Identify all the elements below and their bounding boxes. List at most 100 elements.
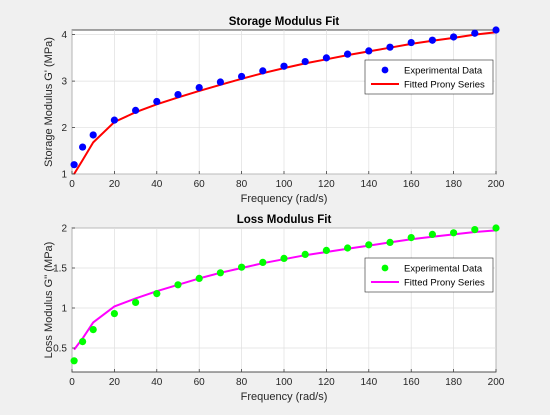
data-point-experimental (492, 26, 500, 34)
legend-box (364, 257, 494, 293)
data-point-experimental (492, 224, 500, 232)
x-axis-label: Frequency (rad/s) (241, 391, 328, 403)
data-point-experimental (407, 38, 415, 47)
x-tick-label: 200 (488, 179, 505, 190)
y-tick-label: 1 (61, 304, 67, 315)
series-line-fitted-prony (73, 229, 497, 351)
x-axis-label: Frequency (rad/s) (241, 193, 328, 205)
x-tick-label: 120 (318, 377, 335, 388)
data-point-experimental (153, 290, 161, 298)
data-point-experimental (110, 310, 118, 318)
x-tick-label: 200 (488, 377, 505, 388)
data-point-experimental (216, 78, 224, 86)
legend: Experimental Data Fitted Prony Series (364, 59, 494, 95)
y-ticks: 0.5 1 1.5 2 (53, 224, 75, 355)
data-point-experimental (280, 62, 288, 70)
x-tick-label: 60 (194, 179, 206, 190)
data-point-experimental (195, 84, 203, 92)
loss-modulus-subplot: 0 20 40 60 80 100 120 140 160 180 200 0.5 1 1.5 2 Los… (43, 214, 505, 403)
data-point-experimental (322, 246, 330, 254)
data-point-experimental (259, 258, 267, 266)
data-point-experimental (132, 106, 140, 114)
data-point-experimental (195, 274, 203, 282)
y-tick-label: 2 (61, 224, 67, 235)
x-tick-label: 100 (276, 377, 293, 388)
x-tick-label: 140 (360, 179, 377, 190)
data-point-experimental (322, 54, 330, 62)
data-point-experimental (386, 43, 394, 51)
series-marks (70, 26, 500, 175)
x-tick-label: 160 (403, 377, 420, 388)
data-point-experimental (450, 33, 458, 41)
chart-title: Storage Modulus Fit (229, 16, 340, 28)
data-point-experimental (365, 241, 373, 249)
data-point-experimental (344, 50, 352, 58)
series-marks (70, 224, 500, 365)
data-point-experimental (132, 298, 140, 306)
legend-label-fit: Fitted Prony Series (404, 80, 485, 91)
y-tick-label: 4 (61, 30, 67, 41)
x-ticks: 0 20 40 60 80 100 120 140 160 180 200 (69, 171, 505, 190)
y-tick-label: 0.5 (53, 344, 67, 355)
y-tick-label: 2 (61, 123, 67, 134)
series-line-fitted-prony (73, 31, 497, 175)
data-point-experimental (238, 72, 246, 81)
y-axis-label: Loss Modulus G'' (MPa) (43, 242, 55, 359)
data-point-experimental (259, 67, 267, 75)
data-point-experimental (110, 116, 118, 124)
x-tick-label: 60 (194, 377, 206, 388)
legend-label-experimental: Experimental Data (404, 264, 483, 275)
x-tick-label: 20 (109, 377, 121, 388)
legend-label-fit: Fitted Prony Series (404, 278, 485, 289)
x-tick-label: 80 (236, 377, 248, 388)
x-tick-label: 140 (360, 377, 377, 388)
data-point-experimental (471, 29, 479, 37)
x-tick-label: 120 (318, 179, 335, 190)
data-point-experimental (70, 161, 78, 169)
x-tick-label: 40 (151, 179, 163, 190)
legend-box (364, 59, 494, 95)
legend-label-experimental: Experimental Data (404, 66, 483, 77)
y-ticks: 1 2 3 4 (61, 30, 75, 181)
y-tick-label: 3 (61, 77, 67, 88)
data-point-experimental (301, 57, 309, 66)
x-tick-label: 40 (151, 377, 163, 388)
data-point-experimental (471, 226, 479, 234)
x-tick-label: 180 (445, 179, 462, 190)
x-tick-label: 0 (69, 377, 75, 388)
x-tick-label: 20 (109, 179, 121, 190)
data-point-experimental (301, 250, 309, 258)
data-point-experimental (174, 281, 182, 289)
data-point-experimental (407, 234, 415, 242)
legend-marker-experimental (381, 264, 389, 272)
data-point-experimental (386, 238, 394, 246)
x-tick-label: 100 (276, 179, 293, 190)
data-point-experimental (89, 131, 97, 139)
data-point-experimental (280, 254, 288, 262)
data-point-experimental (344, 244, 352, 252)
x-tick-label: 160 (403, 179, 420, 190)
data-point-experimental (70, 357, 78, 365)
x-tick-label: 80 (236, 179, 248, 190)
data-point-experimental (174, 90, 182, 99)
data-point-experimental (238, 263, 246, 271)
x-ticks: 0 20 40 60 80 100 120 140 160 180 200 (69, 369, 505, 388)
data-point-experimental (428, 230, 436, 238)
data-point-experimental (450, 229, 458, 237)
storage-modulus-subplot: 0 20 40 60 80 100 120 140 160 180 200 1 2 3 4 Storage… (43, 16, 505, 205)
legend-marker-experimental (381, 66, 389, 74)
data-point-experimental (216, 269, 224, 277)
data-point-experimental (79, 143, 87, 151)
x-tick-label: 180 (445, 377, 462, 388)
data-point-experimental (79, 338, 87, 346)
x-tick-label: 0 (69, 179, 75, 190)
data-point-experimental (89, 326, 97, 334)
data-point-experimental (153, 97, 161, 106)
data-point-experimental (365, 47, 373, 55)
chart-title: Loss Modulus Fit (237, 214, 332, 226)
legend: Experimental Data Fitted Prony Series (364, 257, 494, 293)
data-point-experimental (428, 36, 436, 44)
y-axis-label: Storage Modulus G' (MPa) (43, 37, 55, 167)
y-tick-label: 1.5 (53, 264, 67, 275)
